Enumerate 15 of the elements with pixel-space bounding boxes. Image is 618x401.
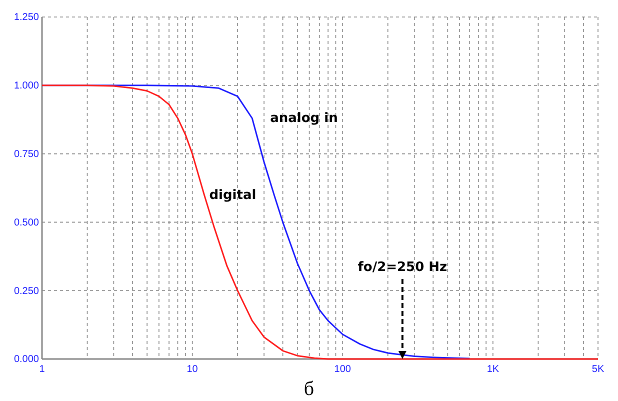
series-label: digital	[209, 188, 256, 203]
y-tick-label: 0.750	[14, 149, 40, 160]
y-tick-label: 0.500	[14, 217, 40, 228]
y-tick-label: 0.000	[14, 354, 40, 366]
x-tick-label: 5K	[592, 364, 604, 376]
text: б	[304, 378, 314, 400]
y-tick-label: 1.250	[14, 12, 40, 24]
series-label: analog in	[270, 111, 338, 126]
x-tick-label: 1	[39, 364, 46, 376]
y-tick-label: 1.000	[14, 80, 40, 92]
annotation: fo/2=250 Hz	[358, 260, 448, 275]
y-tick-label: 0.250	[14, 286, 40, 297]
x-tick-label: 100	[334, 364, 352, 376]
x-tick-label: 1K	[486, 364, 500, 376]
x-tick-label: 10	[186, 364, 198, 376]
